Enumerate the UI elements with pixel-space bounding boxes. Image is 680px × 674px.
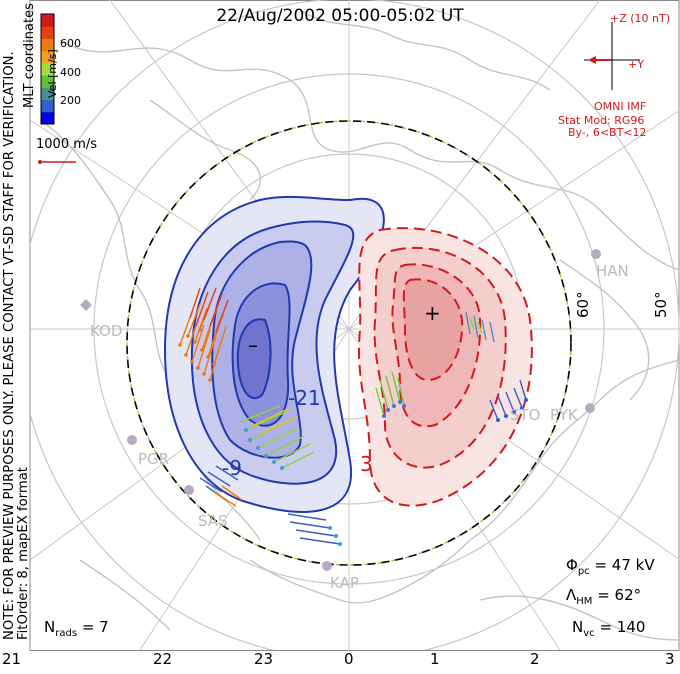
colorbar-segment bbox=[41, 38, 54, 52]
contour-label-minus9: -9 bbox=[222, 456, 242, 480]
imf-model-label: Stat Mod: RG96 bbox=[558, 114, 645, 127]
potential-max-marker: + bbox=[424, 301, 441, 325]
colorbar-tick-400: 400 bbox=[60, 66, 81, 79]
colorbar-segment bbox=[41, 62, 54, 76]
latitude-label-50: 50° bbox=[652, 291, 670, 318]
negative-potential-cell bbox=[163, 195, 385, 513]
latitude-label-60: 60° bbox=[574, 291, 592, 318]
station-pyk: PYK bbox=[550, 406, 578, 424]
colorbar-segment bbox=[41, 99, 54, 113]
hm-latitude: ΛHM = 62° bbox=[566, 586, 642, 607]
scale-arrow bbox=[38, 160, 76, 164]
mlt-tick-2: 2 bbox=[530, 650, 540, 668]
cross-polar-potential: Φpc = 47 kV bbox=[566, 556, 655, 577]
mlt-tick-1: 1 bbox=[430, 650, 440, 668]
mlt-tick-0: 0 bbox=[344, 650, 354, 668]
station-kod: KOD bbox=[90, 322, 123, 340]
imf-z-label: +Z (10 nT) bbox=[610, 12, 671, 25]
mlt-tick-21: 21 bbox=[2, 650, 22, 668]
colorbar-segment bbox=[41, 111, 54, 125]
mlt-tick-3: 3 bbox=[665, 650, 675, 668]
hm-boundary-green bbox=[126, 120, 572, 566]
station-pgr: PGR bbox=[138, 450, 170, 468]
colorbar-segment bbox=[41, 50, 54, 64]
imf-condition-label: By-, 6<BT<12 bbox=[568, 126, 647, 139]
colorbar-label: Vel [m/s] bbox=[46, 49, 59, 98]
imf-y-label: +Y bbox=[628, 58, 644, 71]
mlt-tick-22: 22 bbox=[153, 650, 173, 668]
contour-label-3: 3 bbox=[360, 452, 373, 476]
vector-count: Nvc = 140 bbox=[572, 618, 646, 639]
colorbar-segment bbox=[41, 75, 54, 88]
colorbar-frame bbox=[40, 13, 55, 125]
colorbar-tick-600: 600 bbox=[60, 37, 81, 50]
potential-min-marker: – bbox=[248, 333, 258, 357]
radar-count: Nrads = 7 bbox=[44, 618, 109, 639]
positive-potential-cell bbox=[358, 227, 533, 507]
coastlines bbox=[39, 9, 680, 641]
colorbar-segment bbox=[41, 87, 54, 101]
imf-source-label: OMNI IMF bbox=[594, 100, 647, 113]
scale-label: 1000 m/s bbox=[36, 137, 98, 152]
velocity-colorbar bbox=[40, 13, 55, 125]
fit-order-label: FitOrder: 8, mapEX format bbox=[16, 467, 31, 640]
colorbar-tick-200: 200 bbox=[60, 94, 81, 107]
mlt-tick-23: 23 bbox=[254, 650, 274, 668]
station-markers bbox=[80, 249, 601, 571]
coordinates-label: MLT coordinates bbox=[22, 3, 37, 108]
colorbar-segment bbox=[41, 14, 54, 27]
map-title: 22/Aug/2002 05:00-05:02 UT bbox=[216, 6, 464, 26]
contour-label-minus21: -21 bbox=[288, 386, 321, 410]
imf-dial bbox=[584, 22, 640, 90]
velocity-vectors bbox=[178, 287, 528, 546]
station-kap: KAP bbox=[330, 574, 359, 592]
station-sto: STO bbox=[510, 406, 541, 424]
preview-note: NOTE: FOR PREVIEW PURPOSES ONLY. PLEASE … bbox=[2, 51, 17, 640]
station-han: HAN bbox=[596, 262, 629, 280]
station-sas: SAS bbox=[198, 512, 228, 530]
colorbar-segment bbox=[41, 26, 54, 39]
